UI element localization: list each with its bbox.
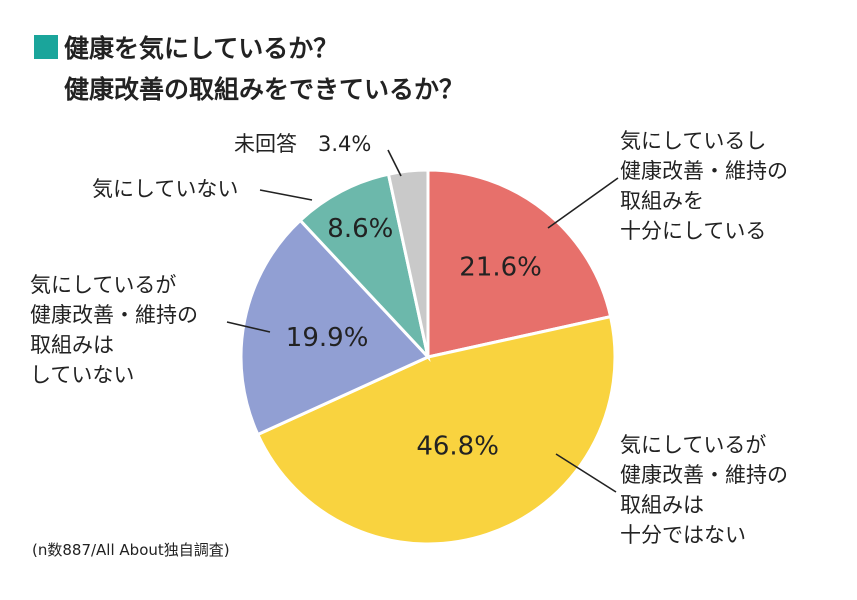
pie-slice-3 bbox=[239, 218, 431, 437]
pie-category-label-2-line-3: 取組みは bbox=[620, 493, 704, 517]
pie-category-label-5-line-1: 未回答 bbox=[234, 132, 297, 156]
leader-line-5 bbox=[387, 149, 402, 177]
pie-category-label-2-line-4: 十分ではない bbox=[620, 523, 746, 547]
pie-category-label-3-line-2: 健康改善・維持の bbox=[30, 303, 198, 327]
pie-value-label-4: 8.6% bbox=[327, 214, 393, 244]
pie-category-label-3-line-4: していない bbox=[30, 363, 134, 387]
pie-value-label-2: 46.8% bbox=[416, 432, 499, 462]
source-note: (n数887/All About独自調査) bbox=[32, 541, 230, 559]
pie-category-label-3-line-3: 取組みは bbox=[30, 333, 114, 357]
title-marker-icon bbox=[34, 35, 58, 59]
pie-slice-2 bbox=[255, 314, 617, 546]
leader-line-1 bbox=[547, 177, 619, 229]
pie-category-label-1-line-3: 取組みを bbox=[620, 189, 704, 213]
pie-category-label-2-line-2: 健康改善・維持の bbox=[620, 463, 788, 487]
leader-line-2 bbox=[555, 453, 617, 493]
pie-category-label-1-line-4: 十分にしている bbox=[620, 219, 766, 243]
pie-category-label-2-line-1: 気にしているが bbox=[620, 433, 766, 457]
pie-slice-5 bbox=[386, 168, 430, 358]
chart-title-line-1: 健康を気にしているか？ bbox=[64, 34, 338, 63]
pie-category-label-3-line-1: 気にしているが bbox=[30, 273, 176, 297]
leader-line-4 bbox=[259, 189, 313, 201]
pie-value-label-5: 3.4% bbox=[318, 132, 371, 156]
pie-value-label-3: 19.9% bbox=[286, 323, 369, 353]
pie-slice-4 bbox=[298, 172, 431, 362]
pie-slice-1 bbox=[426, 168, 613, 359]
pie-category-label-1-line-2: 健康改善・維持の bbox=[620, 159, 788, 183]
pie-slices bbox=[239, 168, 617, 546]
pie-value-label-1: 21.6% bbox=[459, 253, 542, 283]
leader-line-3 bbox=[226, 321, 271, 333]
chart-title-line-2: 健康改善の取組みをできているか？ bbox=[64, 75, 464, 104]
pie-category-label-4-line-1: 気にしていない bbox=[92, 177, 238, 201]
pie-category-label-1-line-1: 気にしているし bbox=[620, 129, 766, 153]
